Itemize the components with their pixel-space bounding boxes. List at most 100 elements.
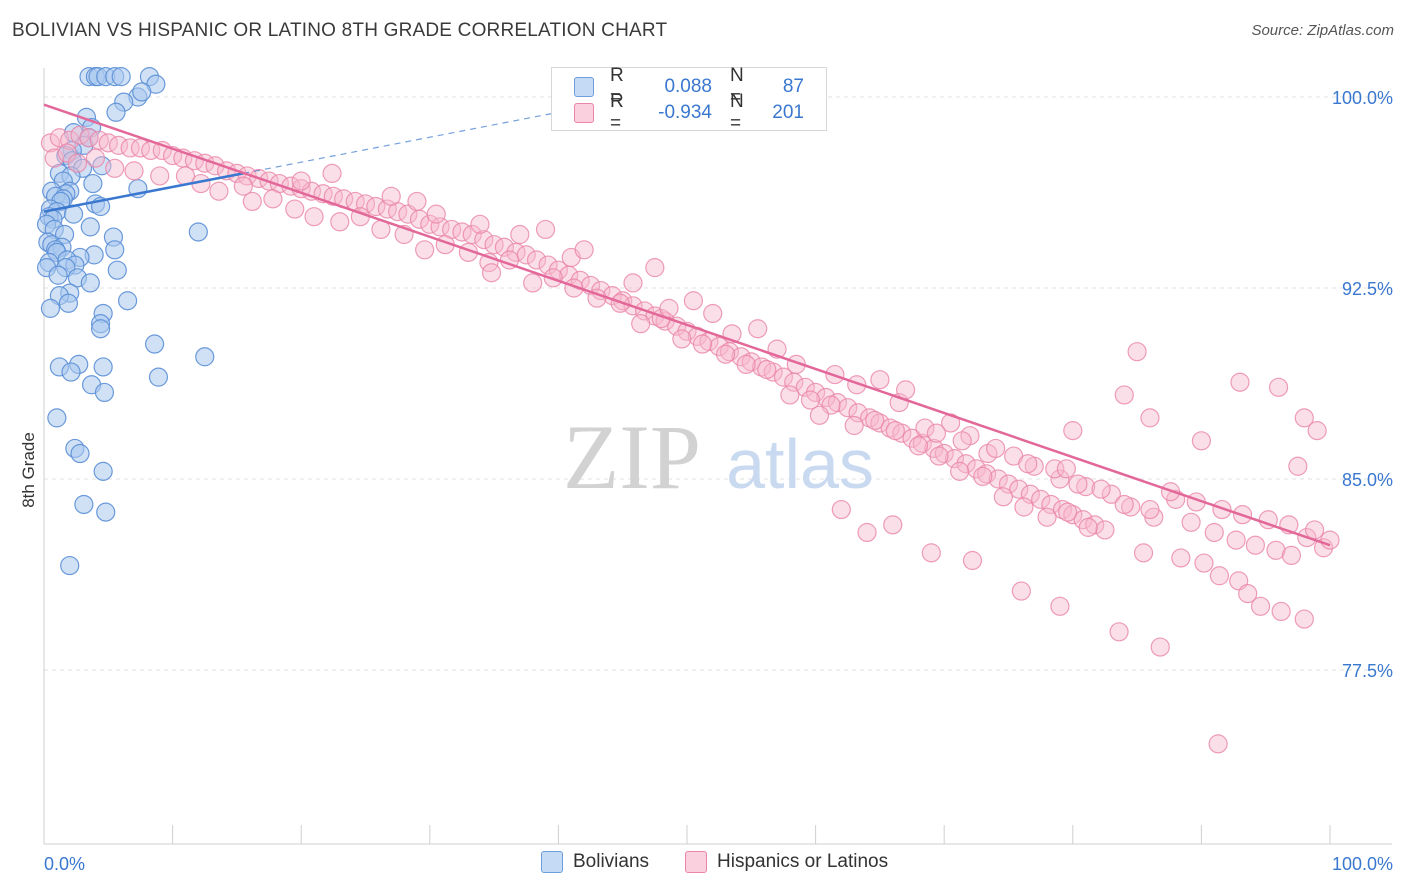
hispanic-point: [1031, 489, 1051, 509]
hispanic-point: [1127, 342, 1147, 362]
bolivian-point: [58, 293, 79, 313]
watermark-zip: ZIP: [563, 406, 701, 508]
hispanic-point: [263, 189, 283, 209]
bolivian-point: [90, 319, 111, 339]
hispanic-point: [631, 314, 651, 334]
hispanic-point: [623, 273, 643, 293]
hispanics-trend-line: [43, 103, 1331, 547]
hispanic-point: [1181, 512, 1201, 532]
hispanic-point: [526, 250, 547, 270]
hispanic-point: [1194, 553, 1214, 573]
hispanic-point: [736, 354, 756, 374]
hispanic-point: [1307, 421, 1327, 441]
hispanic-point: [150, 166, 170, 186]
hispanic-point: [470, 214, 490, 234]
hispanic-point: [1050, 469, 1070, 489]
hispanic-point: [1140, 408, 1160, 428]
hispanic-point: [780, 385, 800, 405]
hispanic-point: [926, 423, 947, 443]
hispanic-point: [1304, 520, 1325, 540]
hispanic-point: [462, 224, 482, 245]
watermark-atlas: atlas: [726, 425, 874, 503]
hispanic-point: [1014, 497, 1034, 517]
hispanic-point: [1009, 479, 1029, 499]
hispanic-point: [870, 370, 890, 390]
bolivian-point: [93, 461, 113, 481]
bolivian-point: [132, 82, 152, 102]
hispanic-point: [1011, 581, 1031, 601]
hispanic-point: [1226, 530, 1246, 550]
hispanic-point: [494, 237, 514, 257]
hispanic-point: [908, 436, 929, 456]
hispanic-point: [474, 230, 494, 250]
bolivian-point: [93, 357, 113, 377]
bolivian-point: [40, 298, 61, 318]
r-value: 0.088: [664, 76, 712, 97]
y-tick-label: 77.5%: [1342, 661, 1393, 681]
hispanic-point: [1045, 459, 1065, 479]
hispanic-point: [426, 204, 446, 224]
y-axis-label: 8th Grade: [19, 432, 38, 508]
hispanic-point: [330, 212, 350, 232]
bolivian-point: [117, 291, 138, 311]
hispanic-point: [844, 415, 864, 436]
bolivians-points: [36, 67, 215, 576]
hispanic-point: [929, 446, 949, 466]
trend-lines: [43, 103, 1331, 547]
hispanic-point: [322, 163, 342, 183]
hispanic-point: [1266, 540, 1286, 560]
hispanic-point: [381, 186, 401, 206]
hispanic-point: [285, 199, 305, 219]
hispanic-point: [1204, 522, 1224, 543]
hispanic-point: [998, 474, 1019, 494]
legend-item-hispanics[interactable]: Hispanics or Latinos: [685, 851, 888, 873]
hispanic-point: [1052, 499, 1073, 520]
hispanic-point: [1063, 505, 1083, 525]
hispanic-point: [748, 319, 768, 339]
hispanic-point: [757, 359, 777, 380]
hispanic-point: [67, 153, 88, 173]
hispanic-point: [902, 428, 922, 448]
hispanic-point: [1037, 507, 1057, 527]
hispanic-point: [1056, 459, 1076, 479]
hispanic-point: [1171, 548, 1191, 568]
hispanic-point: [773, 367, 794, 387]
hispanic-point: [1209, 566, 1230, 586]
hispanic-point: [1063, 421, 1083, 441]
hispanic-point: [966, 459, 986, 479]
hispanic-point: [1114, 494, 1134, 515]
bolivians-legend-swatch: [541, 851, 563, 873]
bolivian-point: [80, 217, 100, 237]
x-tick-label: 0.0%: [44, 854, 85, 874]
hispanic-point: [1281, 545, 1302, 566]
hispanic-point: [1250, 596, 1271, 616]
hispanic-point: [956, 454, 976, 474]
hispanics-legend-swatch: [685, 851, 707, 873]
y-tick-label: 85.0%: [1342, 470, 1393, 490]
legend-label-bolivians: Bolivians: [573, 851, 650, 872]
hispanic-point: [703, 303, 723, 324]
legend-item-bolivians[interactable]: Bolivians: [541, 851, 649, 873]
legend-label-hispanics: Hispanics or Latinos: [717, 851, 889, 872]
bolivian-point: [60, 555, 80, 576]
hispanic-point: [857, 522, 877, 543]
hispanic-point: [683, 291, 704, 311]
hispanic-point: [1133, 543, 1154, 563]
hispanic-point: [751, 357, 772, 377]
hispanic-point: [233, 176, 253, 196]
hispanic-point: [366, 196, 386, 217]
n-label: N =: [730, 91, 744, 134]
hispanic-point: [105, 158, 125, 178]
r-label: R =: [610, 91, 624, 134]
bolivian-point: [105, 240, 125, 260]
hispanic-point: [574, 240, 594, 260]
r-value: -0.934: [658, 102, 712, 123]
bolivian-point: [106, 102, 126, 122]
y-tick-label: 100.0%: [1332, 88, 1393, 108]
hispanic-point: [1150, 637, 1170, 657]
bolivian-point: [195, 347, 215, 367]
hispanic-point: [1288, 456, 1308, 476]
hispanic-point: [645, 258, 665, 278]
hispanic-point: [921, 543, 941, 563]
